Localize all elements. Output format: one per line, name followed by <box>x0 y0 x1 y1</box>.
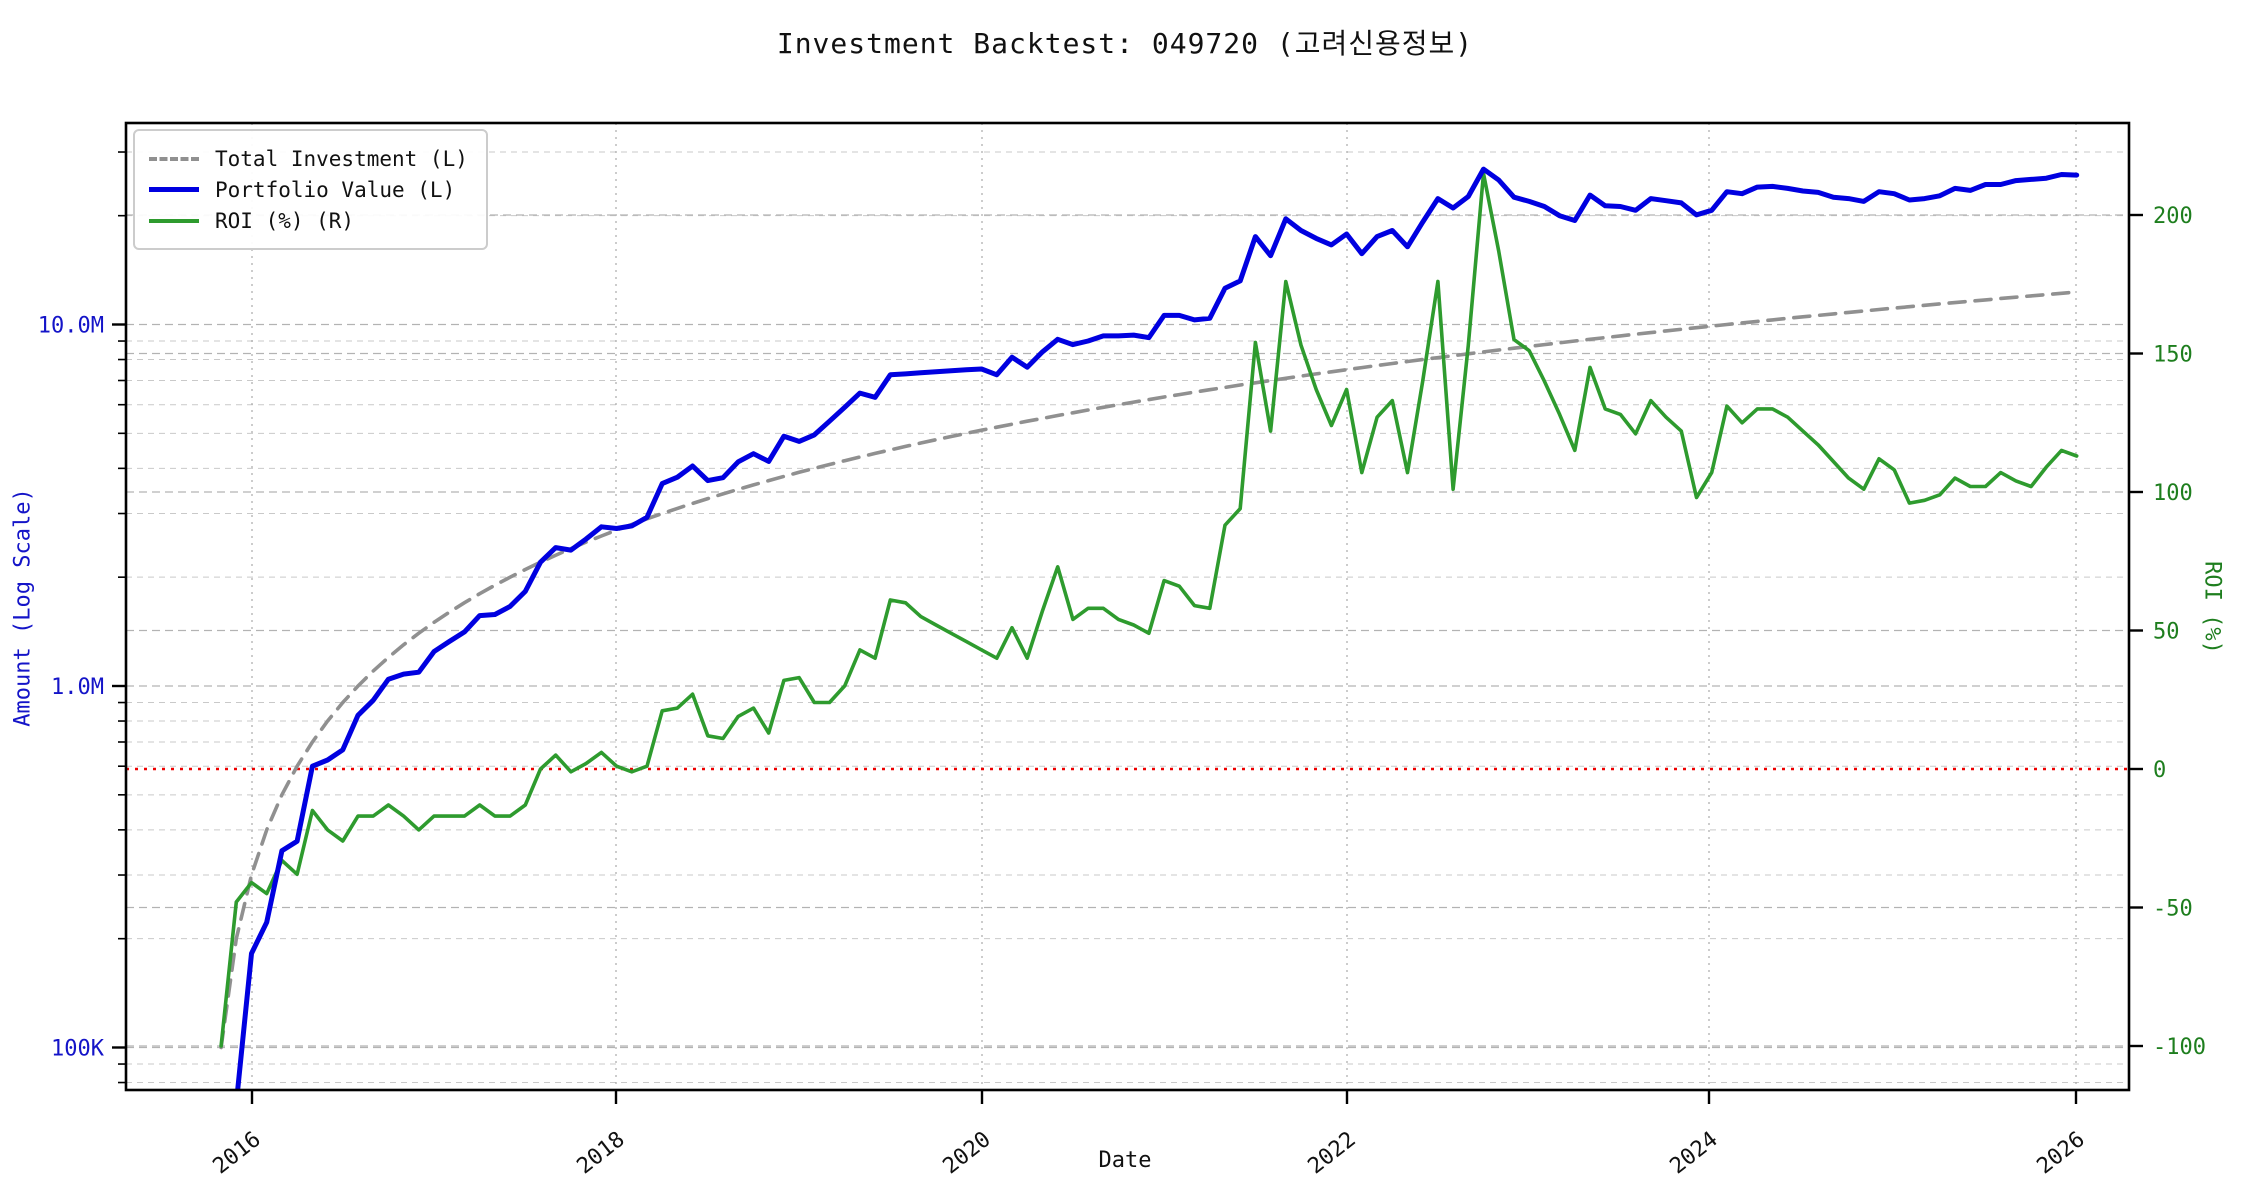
legend-item-total-investment: Total Investment (L) <box>149 143 468 174</box>
total-investment-line-sample <box>149 156 199 161</box>
gridlines <box>126 123 2129 1090</box>
y-axis-right-label: ROI (%) <box>2199 561 2225 654</box>
tick-label: -100 <box>2153 1035 2206 1060</box>
tick-label: 50 <box>2153 620 2180 645</box>
tick-label: 10.0M <box>38 314 104 339</box>
legend-label: Total Investment (L) <box>215 146 468 171</box>
legend-label: Portfolio Value (L) <box>215 177 456 202</box>
chart-title: Investment Backtest: 049720 (고려신용정보) <box>776 27 1474 60</box>
tick-label: -50 <box>2153 897 2193 922</box>
legend-label: ROI (%) (R) <box>215 208 355 233</box>
tick-label: 0 <box>2153 758 2166 783</box>
tick-label: 1.0M <box>51 675 104 700</box>
tick-label: 200 <box>2153 204 2193 229</box>
tick-label: 100K <box>51 1037 105 1062</box>
legend: Total Investment (L) Portfolio Value (L)… <box>133 129 488 250</box>
series <box>219 166 2080 1090</box>
total-investment-line <box>219 290 2079 1050</box>
tick-label: 100 <box>2153 481 2193 506</box>
portfolio-value-line-sample <box>149 187 199 192</box>
x-axis-label: Date <box>1098 1148 1152 1173</box>
legend-item-roi: ROI (%) (R) <box>149 205 468 236</box>
legend-item-portfolio-value: Portfolio Value (L) <box>149 174 468 205</box>
roi-line-sample <box>149 218 199 223</box>
roi-line <box>219 171 2079 1048</box>
plot-area <box>124 121 2131 1092</box>
tick-label: 150 <box>2153 343 2193 368</box>
y-axis-left-label: Amount (Log Scale) <box>10 488 36 727</box>
portfolio-value-line <box>235 166 2080 1090</box>
